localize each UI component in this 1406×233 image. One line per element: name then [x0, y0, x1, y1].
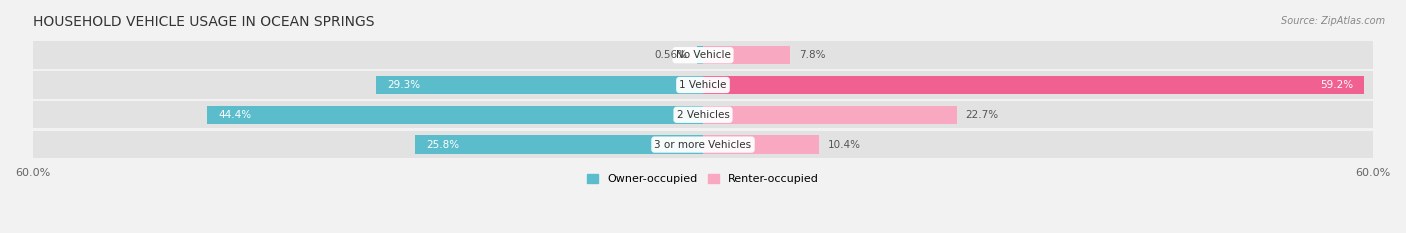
Bar	[32, 71, 1374, 99]
Bar	[703, 76, 1364, 94]
Bar	[697, 46, 703, 65]
Text: 3 or more Vehicles: 3 or more Vehicles	[654, 140, 752, 150]
Bar	[703, 46, 790, 65]
Text: 0.56%: 0.56%	[655, 50, 688, 60]
Bar	[207, 106, 703, 124]
Text: No Vehicle: No Vehicle	[675, 50, 731, 60]
Text: 25.8%: 25.8%	[426, 140, 458, 150]
Bar	[32, 41, 1374, 69]
Text: 7.8%: 7.8%	[799, 50, 825, 60]
Text: HOUSEHOLD VEHICLE USAGE IN OCEAN SPRINGS: HOUSEHOLD VEHICLE USAGE IN OCEAN SPRINGS	[32, 15, 374, 29]
Text: 29.3%: 29.3%	[387, 80, 420, 90]
Text: 22.7%: 22.7%	[966, 110, 998, 120]
Bar	[32, 131, 1374, 158]
Text: 10.4%: 10.4%	[828, 140, 860, 150]
Bar	[703, 135, 820, 154]
Text: 1 Vehicle: 1 Vehicle	[679, 80, 727, 90]
Bar	[703, 106, 956, 124]
Legend: Owner-occupied, Renter-occupied: Owner-occupied, Renter-occupied	[582, 170, 824, 189]
Text: 2 Vehicles: 2 Vehicles	[676, 110, 730, 120]
Text: 59.2%: 59.2%	[1320, 80, 1353, 90]
Bar	[415, 135, 703, 154]
Bar	[32, 101, 1374, 128]
Bar	[375, 76, 703, 94]
Text: 44.4%: 44.4%	[218, 110, 252, 120]
Text: Source: ZipAtlas.com: Source: ZipAtlas.com	[1281, 16, 1385, 26]
